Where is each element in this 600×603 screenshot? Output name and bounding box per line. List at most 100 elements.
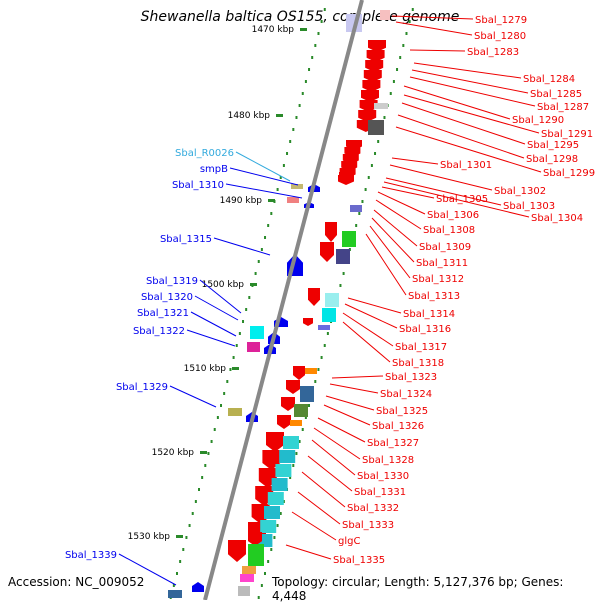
tick-mark	[323, 344, 326, 347]
right-gene-label: Sbal_1314	[403, 309, 455, 320]
scale-label: 1530 kbp	[128, 532, 171, 542]
tick-mark	[314, 380, 317, 383]
tick-mark	[367, 176, 370, 179]
tick-mark	[399, 56, 402, 59]
leader-line	[313, 427, 361, 460]
tick-mark	[402, 44, 405, 47]
gene-arrow	[320, 242, 334, 262]
leader-line	[344, 303, 398, 329]
leader-line	[329, 383, 379, 394]
leader-line	[301, 471, 346, 508]
right-gene-label: Sbal_1305	[436, 194, 488, 205]
leader-line	[413, 62, 522, 79]
scale-tick	[232, 367, 239, 370]
gene-arrow	[277, 415, 291, 429]
tick-mark	[383, 116, 386, 119]
gene-arrow	[266, 432, 284, 452]
gene-arrow	[192, 582, 204, 592]
leader-line	[194, 295, 239, 321]
tick-mark	[232, 356, 235, 359]
tick-mark	[276, 524, 279, 527]
leader-line	[297, 491, 341, 525]
right-gene-label: Sbal_1301	[440, 160, 492, 171]
leader-line	[235, 151, 291, 182]
gene-block	[350, 205, 362, 212]
right-gene-label: Sbal_1283	[467, 47, 519, 58]
tick-mark	[342, 272, 345, 275]
tick-mark	[216, 416, 219, 419]
tick-mark	[270, 212, 273, 215]
scale-labels: 1470 kbp 1480 kbp 1490 kbp 1500 kbp 1510 kbp…	[128, 25, 307, 542]
tick-mark	[245, 308, 248, 311]
left-gene-label: Sbal_1315	[160, 234, 212, 245]
leader-line	[403, 94, 540, 134]
gene-block	[291, 184, 303, 189]
gene-arrow	[362, 80, 381, 92]
scale-label: 1500 kbp	[202, 280, 245, 290]
accession-text: Accession: NC_009052	[8, 575, 145, 589]
left-gene-label: Sbal_1322	[133, 326, 185, 337]
tick-mark	[339, 284, 342, 287]
tick-mark	[370, 164, 373, 167]
tick-mark	[264, 236, 267, 239]
scale-label: 1470 kbp	[252, 25, 295, 35]
scale-tick	[176, 535, 183, 538]
scale-label: 1520 kbp	[152, 448, 195, 458]
right-gene-label: Sbal_1280	[474, 31, 526, 42]
gene-arrow	[286, 380, 300, 394]
right-gene-label: Sbal_1309	[419, 242, 471, 253]
gene-block	[238, 586, 250, 596]
right-gene-label: Sbal_1302	[494, 186, 546, 197]
tick-mark	[273, 536, 276, 539]
tick-mark	[223, 392, 226, 395]
leader-line	[373, 209, 418, 247]
leader-line	[409, 49, 466, 52]
left-gene-label: smpB	[200, 164, 228, 175]
tick-mark	[279, 512, 282, 515]
scale-tick	[276, 114, 283, 117]
gene-arrow	[248, 532, 262, 546]
leader-line	[190, 311, 237, 337]
tick-mark	[326, 332, 329, 335]
right-gene-label: Sbal_1317	[395, 342, 447, 353]
right-gene-label: Sbal_1331	[354, 487, 406, 498]
right-gene-label: Sbal_1325	[376, 406, 428, 417]
gene-block	[380, 10, 390, 20]
gene-block	[168, 590, 182, 598]
tick-mark	[289, 140, 292, 143]
tick-mark	[263, 572, 266, 575]
left-gene-labels: Sbal_R0026 smpB Sbal_1310 Sbal_1315 Sbal_131…	[65, 148, 303, 586]
leader-line	[389, 164, 493, 191]
right-gene-label: Sbal_1299	[543, 168, 595, 179]
gene-block	[260, 520, 277, 533]
leader-line	[385, 177, 502, 206]
tick-mark	[242, 320, 245, 323]
tick-mark	[257, 596, 260, 599]
tick-mark	[374, 152, 377, 155]
leader-line	[169, 385, 217, 408]
tick-mark	[276, 188, 279, 191]
right-gene-label: Sbal_1326	[372, 421, 424, 432]
leader-line	[409, 76, 536, 107]
tick-mark	[254, 272, 257, 275]
tick-mark	[411, 8, 414, 11]
tick-mark	[210, 440, 213, 443]
right-gene-label: Sbal_1279	[475, 15, 527, 26]
gene-block	[271, 478, 288, 491]
tick-mark	[226, 380, 229, 383]
tick-mark	[279, 176, 282, 179]
tick-mark	[301, 428, 304, 431]
right-gene-label: Sbal_1311	[416, 258, 468, 269]
gene-block	[287, 197, 299, 203]
right-gene-label: Sbal_1287	[537, 102, 589, 113]
leader-line	[401, 102, 526, 145]
scale-tick	[268, 199, 275, 202]
gene-arrow	[228, 540, 246, 562]
tick-mark	[396, 68, 399, 71]
tick-mark	[229, 368, 232, 371]
tick-mark	[389, 92, 392, 95]
tick-mark	[270, 548, 273, 551]
tick-mark	[282, 500, 285, 503]
leader-line	[391, 15, 474, 20]
